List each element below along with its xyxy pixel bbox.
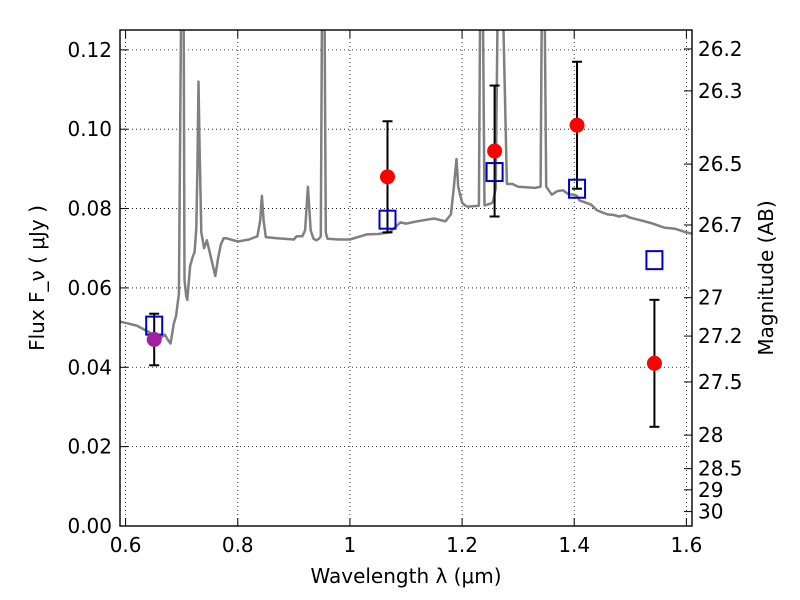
y-tick-label: 0.10 bbox=[67, 117, 112, 141]
y2-tick-label: 26.7 bbox=[698, 213, 743, 237]
ticks: 0.6 0.8 1 1.2 1.4 1.6 0.00 0.02 0.04 0.06 0.08 0.10… bbox=[67, 30, 743, 557]
observed-flux-point bbox=[379, 169, 395, 185]
x-tick-label: 1.2 bbox=[446, 533, 478, 557]
sed-model-line bbox=[120, 30, 692, 345]
y2-tick-label: 27 bbox=[698, 286, 723, 310]
y-tick-label: 0.00 bbox=[67, 514, 112, 538]
x-tick-label: 1.4 bbox=[558, 533, 590, 557]
y2-axis-label: Magnitude (AB) bbox=[754, 200, 778, 355]
y2-tick-label: 27.5 bbox=[698, 370, 743, 394]
model-photometry-square bbox=[645, 250, 664, 271]
y-tick-label: 0.02 bbox=[67, 435, 112, 459]
observed-flux-point bbox=[646, 355, 662, 371]
model-photometry-square bbox=[378, 209, 397, 230]
y-tick-label: 0.08 bbox=[67, 197, 112, 221]
x-axis-label: Wavelength λ (μm) bbox=[310, 564, 501, 588]
y2-tick-label: 30 bbox=[698, 500, 723, 524]
y2-tick-label: 26.3 bbox=[698, 79, 743, 103]
model-photometry-square bbox=[568, 178, 587, 199]
y2-tick-label: 29 bbox=[698, 478, 723, 502]
observed-flux-point bbox=[569, 117, 585, 133]
y-tick-label: 0.06 bbox=[67, 276, 112, 300]
plot-area bbox=[120, 30, 692, 428]
y2-tick-label: 26.5 bbox=[698, 152, 743, 176]
y2-tick-label: 26.2 bbox=[698, 37, 743, 61]
plot-content bbox=[120, 30, 692, 428]
y2-tick-label: 28 bbox=[698, 423, 723, 447]
y2-tick-label: 27.2 bbox=[698, 324, 743, 348]
model-photometry-square bbox=[485, 162, 504, 183]
x-tick-label: 0.6 bbox=[110, 533, 142, 557]
y-axis-label: Flux F_ν ( μJy ) bbox=[25, 205, 49, 351]
axes-frame bbox=[119, 29, 693, 527]
observed-flux-point bbox=[146, 332, 162, 348]
y2-tick-label: 28.5 bbox=[698, 457, 743, 481]
y-tick-label: 0.04 bbox=[67, 355, 112, 379]
grid bbox=[120, 30, 692, 527]
x-tick-label: 1.6 bbox=[670, 533, 702, 557]
x-tick-label: 0.8 bbox=[222, 533, 254, 557]
x-tick-label: 1 bbox=[344, 533, 357, 557]
observed-flux-point bbox=[487, 143, 503, 159]
y-tick-label: 0.12 bbox=[67, 38, 112, 62]
